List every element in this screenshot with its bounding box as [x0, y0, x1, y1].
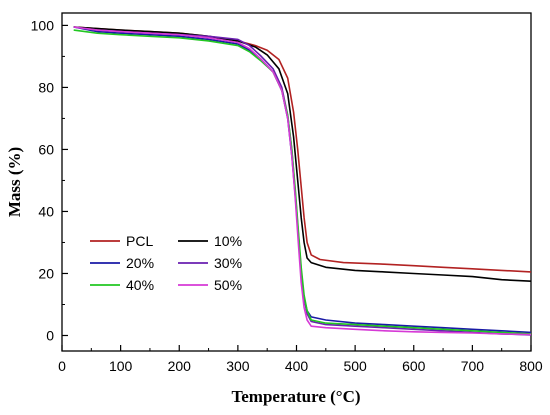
y-tick-label: 100: [31, 17, 55, 33]
x-tick-label: 100: [109, 358, 133, 374]
legend-label-50pct: 50%: [214, 277, 242, 293]
legend-label-30pct: 30%: [214, 255, 242, 271]
x-axis: 0 100 200 300 400 500 600 700 800: [58, 345, 543, 374]
x-tick-label: 200: [168, 358, 192, 374]
x-tick-label: 600: [402, 358, 426, 374]
x-tick-label: 500: [343, 358, 367, 374]
y-tick-label: 80: [38, 79, 54, 95]
series-line-50pct: [73, 26, 532, 336]
y-tick-label: 0: [46, 327, 54, 343]
x-axis-title: Temperature (°C): [231, 387, 360, 406]
y-tick-label: 40: [38, 203, 54, 219]
x-tick-label: 300: [226, 358, 250, 374]
series-layer: [73, 26, 532, 336]
legend: PCL 10% 20% 30% 40% 50%: [90, 233, 242, 293]
y-axis: 0 20 40 60 80 100: [31, 17, 68, 343]
y-tick-label: 20: [38, 265, 54, 281]
x-tick-label: 800: [519, 358, 543, 374]
x-tick-label: 0: [58, 358, 66, 374]
x-tick-label: 400: [285, 358, 309, 374]
y-axis-title: Mass (%): [5, 147, 24, 217]
series-line-10pct: [73, 26, 532, 282]
legend-label-40pct: 40%: [126, 277, 154, 293]
y-tick-label: 60: [38, 141, 54, 157]
plot-frame: [61, 12, 532, 352]
legend-label-20pct: 20%: [126, 255, 154, 271]
legend-label-pcl: PCL: [126, 233, 153, 249]
legend-label-10pct: 10%: [214, 233, 242, 249]
x-tick-label: 700: [461, 358, 485, 374]
